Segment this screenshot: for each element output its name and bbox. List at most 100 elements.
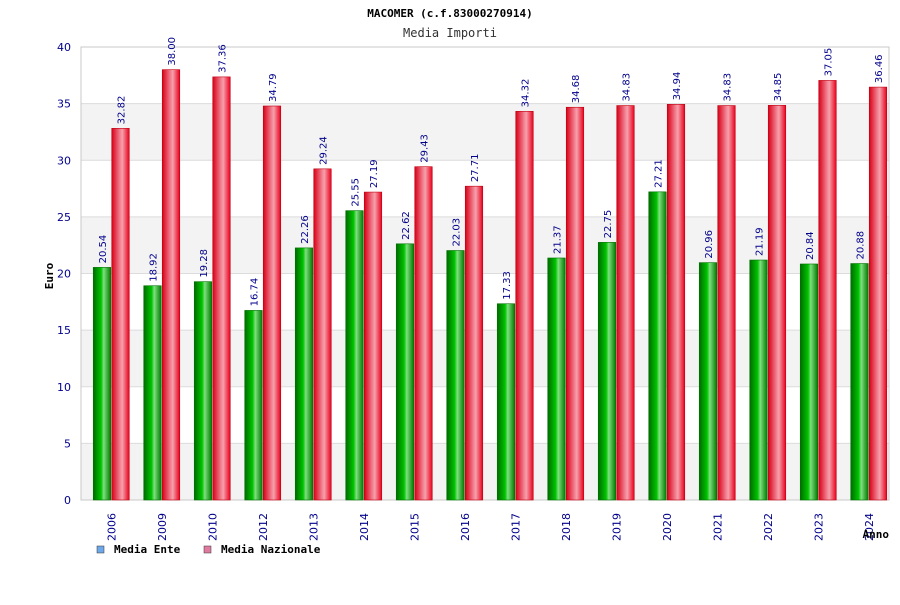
value-label-media-ente: 22.26 [300,215,311,244]
legend-label-media-nazionale: Media Nazionale [221,543,321,556]
legend-swatch-media-nazionale [203,545,212,554]
plot-frame [80,46,890,501]
value-label-media-ente: 22.03 [452,218,463,247]
value-label-media-ente: 20.54 [98,235,109,264]
value-label-media-nazionale: 34.32 [521,79,532,108]
bar-media-ente [698,262,718,501]
y-tick-label: 10 [57,381,71,394]
value-label-media-ente: 20.88 [856,231,867,260]
value-label-media-nazionale: 38.00 [167,37,178,66]
bar-media-nazionale [616,105,635,501]
value-label-media-ente: 25.55 [351,178,362,207]
x-tick-label: 2009 [156,513,169,541]
y-tick-label: 0 [64,494,71,507]
bar-media-ente [496,303,516,501]
y-tick-label: 40 [57,41,71,54]
bar-media-nazionale [565,106,585,501]
value-label-media-nazionale: 34.85 [773,73,784,102]
x-tick-label: 2015 [408,513,421,541]
bar-media-ente [244,310,263,501]
bar-media-ente [597,242,617,501]
bar-media-nazionale [262,105,282,501]
bar-media-nazionale [161,69,181,501]
bar-media-nazionale [868,86,888,501]
bar-media-ente [446,250,465,501]
value-label-media-nazionale: 32.82 [117,96,128,125]
plot-border [80,46,890,501]
value-label-media-ente: 16.74 [250,278,261,307]
x-tick-label: 2010 [206,513,219,541]
y-tick-label: 15 [57,324,71,337]
bar-media-ente [749,259,768,501]
x-tick-label: 2024 [863,513,876,541]
value-label-media-nazionale: 36.46 [874,54,885,83]
bar-media-ente [395,243,415,501]
legend-swatch-media-ente [96,545,105,554]
value-label-media-nazionale: 34.83 [622,73,633,102]
bar-media-ente [143,285,162,501]
value-label-media-ente: 19.28 [199,249,210,278]
bar-media-nazionale [363,191,383,501]
bar-media-nazionale [515,111,534,501]
grid-band [81,47,889,104]
value-label-media-nazionale: 34.79 [268,73,279,102]
value-label-media-nazionale: 34.83 [723,73,734,102]
x-tick-label: 2021 [711,513,724,541]
x-axis-label: Anno [863,528,890,541]
value-label-media-ente: 17.33 [502,271,513,300]
bar-media-ente [294,247,314,501]
bar-media-ente [648,191,667,501]
value-label-media-nazionale: 29.24 [319,136,330,165]
y-tick-label: 35 [57,98,71,111]
y-tick-label: 20 [57,268,71,281]
legend: Media Ente Media Nazionale [96,543,321,556]
bar-media-nazionale [313,168,332,501]
bar-media-nazionale [767,105,787,501]
bar-media-nazionale [717,105,736,501]
bar-media-nazionale [464,185,484,501]
x-tick-label: 2017 [509,513,522,541]
bar-media-nazionale [111,128,130,501]
value-label-media-ente: 21.37 [553,225,564,254]
x-tick-label: 2014 [358,513,371,541]
x-tick-label: 2016 [459,513,472,541]
bar-media-ente [547,257,566,501]
bar-media-nazionale [818,80,837,501]
grid-band [81,160,889,217]
bars: 20.54 32.82 18.92 38.00 19.28 37.36 16.74 34.79… [92,37,888,501]
bar-media-ente [92,267,112,501]
value-label-media-nazionale: 37.05 [824,48,835,77]
y-tick-label: 5 [64,437,71,450]
chart-subtitle: Media Importi [403,26,497,40]
x-axis-ticks: 2006 2009 2010 2012 2013 2014 2015 2016 2017 2018… [105,513,876,541]
y-axis-ticks: 0 5 10 15 20 25 30 35 40 [57,41,71,507]
value-label-media-nazionale: 27.71 [470,154,481,183]
x-tick-label: 2023 [812,513,825,541]
x-tick-label: 2012 [257,513,270,541]
bar-media-ente [193,281,213,501]
y-tick-label: 30 [57,154,71,167]
value-label-media-ente: 22.62 [401,211,412,240]
bar-media-ente [345,210,364,501]
legend-label-media-ente: Media Ente [114,543,181,556]
bar-media-ente [850,263,869,501]
bar-media-nazionale [666,104,686,501]
x-tick-label: 2022 [762,513,775,541]
value-label-media-nazionale: 27.19 [369,159,380,188]
value-label-media-nazionale: 34.94 [672,72,683,101]
value-label-media-ente: 27.21 [654,159,665,188]
value-label-media-ente: 18.92 [149,253,160,282]
y-axis-label: Euro [43,262,56,289]
x-tick-label: 2019 [610,513,623,541]
bar-media-nazionale [212,76,231,501]
value-label-media-nazionale: 37.36 [218,44,229,73]
x-tick-label: 2020 [661,513,674,541]
value-label-media-nazionale: 34.68 [571,75,582,104]
grid-band [81,103,889,161]
chart-title: MACOMER (c.f.83000270914) [367,7,533,20]
bar-media-nazionale [414,166,433,501]
x-tick-label: 2013 [307,513,320,541]
x-tick-label: 2006 [105,513,118,541]
